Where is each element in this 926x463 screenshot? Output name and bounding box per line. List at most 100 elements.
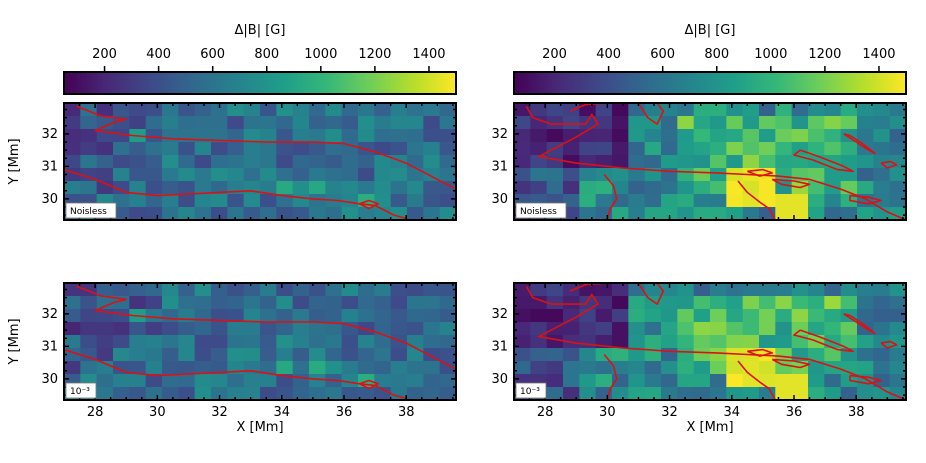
heatmap-cell bbox=[260, 194, 277, 208]
heatmap-cell bbox=[194, 181, 212, 195]
heatmap-cell bbox=[759, 322, 776, 336]
heatmap-cell bbox=[260, 348, 277, 362]
heatmap-cell bbox=[390, 322, 408, 336]
heatmap-cell bbox=[824, 348, 842, 362]
heatmap-cell bbox=[292, 348, 310, 362]
heatmap-cell bbox=[260, 374, 277, 388]
heatmap-cell bbox=[742, 116, 760, 130]
heatmap-cell bbox=[710, 335, 727, 349]
heatmap-cell bbox=[628, 322, 646, 336]
heatmap-cell bbox=[595, 129, 613, 143]
heatmap-cell bbox=[546, 296, 564, 310]
heatmap-cell bbox=[325, 361, 343, 375]
heatmap-cell bbox=[808, 309, 825, 323]
heatmap-cell bbox=[644, 168, 662, 182]
heatmap-cell bbox=[243, 207, 261, 221]
contour-line bbox=[880, 340, 898, 349]
heatmap-cell bbox=[759, 142, 776, 156]
heatmap-cell bbox=[145, 155, 163, 169]
heatmap-cell bbox=[775, 181, 793, 195]
contour-line bbox=[880, 160, 898, 169]
heatmap-cell bbox=[194, 142, 212, 156]
heatmap-cell bbox=[661, 296, 678, 310]
heatmap-cell bbox=[612, 296, 629, 310]
heatmap-cell bbox=[243, 129, 261, 143]
heatmap-cell bbox=[439, 361, 457, 375]
heatmap-cell bbox=[227, 335, 245, 349]
heatmap-cell bbox=[628, 155, 646, 169]
heatmap-cell bbox=[439, 283, 457, 297]
heatmap-cell bbox=[194, 387, 212, 401]
heatmap-cell bbox=[857, 168, 874, 182]
heatmap-cell bbox=[791, 103, 809, 117]
contour-line bbox=[793, 329, 854, 353]
heatmap-cell bbox=[759, 335, 776, 349]
heatmap-cell bbox=[530, 335, 548, 349]
heatmap-cell bbox=[775, 116, 793, 130]
heatmap-cell bbox=[644, 283, 662, 297]
heatmap-cell bbox=[889, 283, 907, 297]
annotation-box bbox=[515, 382, 547, 399]
heatmap-cell bbox=[341, 194, 359, 208]
heatmap-cell bbox=[211, 155, 228, 169]
heatmap-cell bbox=[96, 283, 114, 297]
heatmap-cell bbox=[808, 116, 825, 130]
heatmap-cell bbox=[113, 168, 130, 182]
heatmap-cell bbox=[145, 374, 163, 388]
heatmap-cell bbox=[873, 168, 891, 182]
heatmap-cell bbox=[292, 296, 310, 310]
colorbar-tick-label: 200 bbox=[92, 47, 117, 62]
heatmap-cell bbox=[211, 348, 228, 362]
heatmap-cell bbox=[358, 387, 375, 401]
heatmap-cell bbox=[96, 335, 114, 349]
heatmap-cell bbox=[390, 361, 408, 375]
heatmap-cell bbox=[145, 296, 163, 310]
heatmap-cell bbox=[129, 283, 147, 297]
heatmap-cell bbox=[162, 103, 179, 117]
heatmap-cell bbox=[64, 309, 81, 323]
heatmap-cell bbox=[227, 207, 245, 221]
heatmap-cell bbox=[96, 387, 114, 401]
heatmap-cell bbox=[80, 155, 98, 169]
heatmap-cell bbox=[840, 283, 858, 297]
heatmap-cell bbox=[407, 374, 424, 388]
heatmap-cell bbox=[546, 348, 564, 362]
contour-line bbox=[843, 133, 876, 155]
heatmap-cell bbox=[390, 168, 408, 182]
heatmap-cell bbox=[840, 296, 858, 310]
heatmap-cell bbox=[407, 142, 424, 156]
heatmap-cell bbox=[178, 129, 196, 143]
heatmap-cell bbox=[726, 387, 744, 401]
heatmap-cell bbox=[775, 168, 793, 182]
heatmap-cell bbox=[677, 207, 695, 221]
x-tick-label: 38 bbox=[398, 405, 415, 420]
heatmap-cell bbox=[759, 194, 776, 208]
heatmap-cell bbox=[276, 309, 294, 323]
heatmap-cell bbox=[194, 296, 212, 310]
heatmap-cell bbox=[595, 142, 613, 156]
heatmap-cell bbox=[726, 103, 744, 117]
heatmap-cell bbox=[824, 296, 842, 310]
heatmap-cell bbox=[178, 207, 196, 221]
heatmap-cell bbox=[514, 348, 531, 362]
heatmap-cell bbox=[693, 309, 711, 323]
heatmap-cell bbox=[358, 103, 375, 117]
heatmap-cell bbox=[530, 296, 548, 310]
y-tick-label: 32 bbox=[41, 307, 58, 322]
heatmap-cell bbox=[113, 142, 130, 156]
heatmap-cell bbox=[693, 194, 711, 208]
contour-line bbox=[737, 360, 777, 400]
heatmap-cell bbox=[775, 296, 793, 310]
heatmap-cell bbox=[390, 155, 408, 169]
heatmap-cell bbox=[759, 116, 776, 130]
heatmap-cell bbox=[423, 155, 441, 169]
heatmap-panel-bottom-right: 30 31 32 28 30 32 34 36 38 X [Mm] 10⁻³ bbox=[491, 282, 907, 435]
heatmap-cell bbox=[661, 309, 678, 323]
heatmap-cell bbox=[194, 194, 212, 208]
contour-line bbox=[603, 353, 618, 400]
heatmap-cell bbox=[791, 283, 809, 297]
heatmap-cell bbox=[162, 283, 179, 297]
heatmap-cell bbox=[693, 335, 711, 349]
heatmap-cell bbox=[145, 335, 163, 349]
